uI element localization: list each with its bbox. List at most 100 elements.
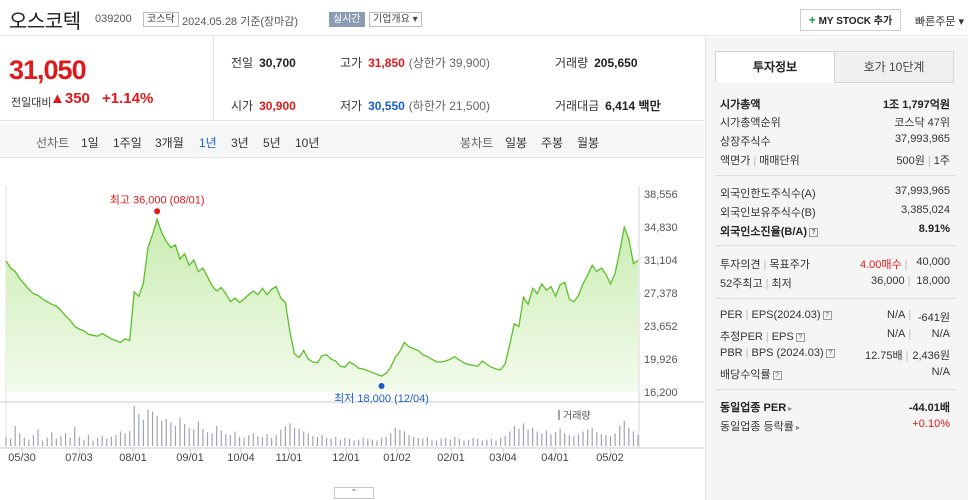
open-label: 시가 <box>231 99 254 113</box>
volume-bar <box>330 438 332 446</box>
volume-bar <box>619 426 621 446</box>
foreign-holding-label: 외국인보유주식수(B) <box>720 207 816 219</box>
volume-bar <box>238 436 241 446</box>
volume-bar <box>399 429 401 446</box>
tab-order-book[interactable]: 호가 10단계 <box>834 51 954 83</box>
volume-bar <box>51 432 53 446</box>
volume-bar <box>298 428 300 446</box>
volume-bar <box>445 437 447 446</box>
collapse-chart-button[interactable]: ⌃ <box>334 487 374 499</box>
x-tick-label: 04/01 <box>541 452 569 464</box>
help-icon[interactable]: ? <box>809 227 818 237</box>
period-1w[interactable]: 1주일 <box>113 136 142 150</box>
week52-label: 52주최고 | 최저 <box>720 278 792 290</box>
info-row-sector-per: 동일업종 PER ▸ -44.01배 <box>720 398 950 416</box>
dividend-value: N/A <box>931 366 950 378</box>
add-my-stock-button[interactable]: + MY STOCK 추가 <box>800 9 901 31</box>
info-row-foreign-limit: 외국인한도주식수(A) 37,993,965 <box>720 184 950 202</box>
sector-change-value: +0.10% <box>912 418 950 430</box>
realtime-button[interactable]: 실시간 <box>329 12 365 27</box>
quick-order-dropdown[interactable]: 빠른주문 ▾ <box>915 16 965 28</box>
period-3m[interactable]: 3개월 <box>155 136 184 150</box>
volume-bar <box>527 429 529 446</box>
period-1y[interactable]: 1년 <box>199 136 217 150</box>
period-3y[interactable]: 3년 <box>231 136 249 150</box>
volume-bar <box>110 436 112 446</box>
sector-per-value: -44.01배 <box>908 402 950 414</box>
volume-bar <box>403 431 406 446</box>
stock-code: 039200 <box>95 13 132 25</box>
volume-bar <box>335 436 337 446</box>
trading-unit-text: 매매단위 <box>759 155 800 167</box>
volume-bar <box>78 436 80 446</box>
volume-bar <box>147 409 149 446</box>
info-row-opinion: 투자의견 | 목표주가 4.00매수 | 40,000 <box>720 255 950 273</box>
volume-bar <box>577 434 580 446</box>
prev-close-label: 전일 <box>231 56 254 70</box>
per-amount: N/A <box>887 309 906 321</box>
par-value-text: 액면가 <box>720 155 751 167</box>
par-value-value: 500원 | 1주 <box>896 155 950 167</box>
volume-bar <box>513 426 515 446</box>
add-my-stock-label: MY STOCK 추가 <box>818 16 893 27</box>
volume-bar <box>284 426 286 446</box>
volume-bar <box>472 437 474 446</box>
est-per-amount: N/A <box>887 328 906 340</box>
foreign-limit-value: 37,993,965 <box>894 185 950 197</box>
est-eps-value: N/A <box>931 328 950 340</box>
volume-bar <box>303 431 305 446</box>
price-chart[interactable]: 38,556 34,830 31,104 27,378 23,652 19,926 16,2… <box>0 158 704 500</box>
candle-daily[interactable]: 일봉 <box>505 136 528 150</box>
market-cap-rank-label: 시가총액순위 <box>720 117 781 129</box>
volume-bar <box>609 436 612 446</box>
period-10y[interactable]: 10년 <box>295 136 320 150</box>
per-label: PER | EPS(2024.03)? <box>720 309 832 321</box>
help-icon[interactable]: ? <box>795 332 805 342</box>
upper-limit: (상한가 39,900) <box>408 56 490 70</box>
volume-bar <box>161 420 163 446</box>
period-5y[interactable]: 5년 <box>263 136 281 150</box>
market-cap-label: 시가총액 <box>720 99 761 111</box>
volume-bar <box>600 434 602 446</box>
base-date: 2024.05.28 기준(장마감) <box>182 16 299 28</box>
info-row-foreign-holding: 외국인보유주식수(B) 3,385,024 <box>720 203 950 221</box>
low-stat: 저가 30,550 (하한가 21,500) <box>340 97 490 114</box>
divider <box>715 389 955 390</box>
volume-bar <box>605 435 607 446</box>
eps-text: EPS(2024.03) <box>751 309 821 321</box>
volume-bar <box>550 434 552 446</box>
opinion-text: 투자의견 <box>720 259 761 271</box>
volume-bar <box>362 437 364 446</box>
volume-bar <box>197 421 199 446</box>
y-tick-label: 23,652 <box>644 321 678 333</box>
price-area <box>6 219 638 392</box>
volume-bar <box>541 433 543 446</box>
period-1d[interactable]: 1일 <box>81 136 99 150</box>
divider <box>213 37 214 121</box>
open-value: 30,900 <box>259 99 296 113</box>
investment-info-panel: 투자정보 호가 10단계 시가총액 1조 1,797억원 시가총액순위 코스닥 … <box>705 37 968 500</box>
volume-bar <box>64 433 67 446</box>
volume-bar <box>435 440 438 446</box>
sector-change-text: 동일업종 등락률 <box>720 421 794 433</box>
candle-weekly[interactable]: 주봉 <box>541 136 564 150</box>
volume-bar <box>385 436 387 446</box>
y-tick-label: 19,926 <box>644 354 678 366</box>
help-icon[interactable]: ? <box>822 310 832 320</box>
sector-change-label[interactable]: 동일업종 등락률 ▸ <box>720 418 800 434</box>
volume-bar <box>408 435 410 446</box>
candle-monthly[interactable]: 월봉 <box>577 136 600 150</box>
sector-per-label[interactable]: 동일업종 PER ▸ <box>720 399 792 415</box>
volume-bar <box>202 428 204 446</box>
volume-bar <box>275 435 277 446</box>
volume-bar <box>559 428 561 446</box>
tab-investment-info[interactable]: 투자정보 <box>715 51 835 83</box>
pbr-text: PBR <box>720 347 743 359</box>
x-tick-label: 08/01 <box>119 452 147 464</box>
help-icon[interactable]: ? <box>825 348 835 358</box>
company-overview-dropdown[interactable]: 기업개요 ▾ <box>369 12 422 27</box>
volume-bar <box>257 436 259 446</box>
volume-bar <box>266 434 268 446</box>
help-icon[interactable]: ? <box>772 370 782 380</box>
volume-bar <box>216 426 218 446</box>
